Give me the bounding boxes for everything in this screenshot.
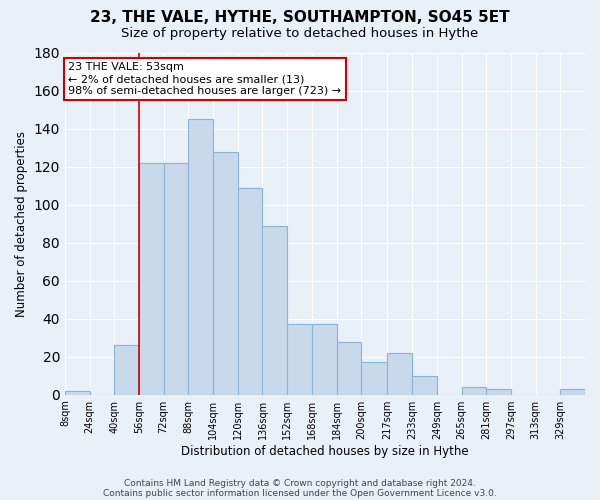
Bar [486, 389, 511, 394]
Text: Contains public sector information licensed under the Open Government Licence v3: Contains public sector information licen… [103, 488, 497, 498]
X-axis label: Distribution of detached houses by size in Hythe: Distribution of detached houses by size … [181, 444, 469, 458]
Bar [164, 163, 188, 394]
Bar [461, 387, 486, 394]
Bar [115, 346, 139, 395]
Y-axis label: Number of detached properties: Number of detached properties [15, 131, 28, 317]
Bar [560, 389, 585, 394]
Bar [262, 226, 287, 394]
Bar [65, 391, 89, 394]
Text: 23, THE VALE, HYTHE, SOUTHAMPTON, SO45 5ET: 23, THE VALE, HYTHE, SOUTHAMPTON, SO45 5… [90, 10, 510, 25]
Bar [412, 376, 437, 394]
Text: Contains HM Land Registry data © Crown copyright and database right 2024.: Contains HM Land Registry data © Crown c… [124, 478, 476, 488]
Bar [139, 163, 164, 394]
Bar [188, 120, 213, 394]
Text: Size of property relative to detached houses in Hythe: Size of property relative to detached ho… [121, 28, 479, 40]
Bar [238, 188, 262, 394]
Bar [213, 152, 238, 394]
Bar [312, 324, 337, 394]
Bar [287, 324, 312, 394]
Bar [337, 342, 361, 394]
Bar [388, 353, 412, 395]
Text: 23 THE VALE: 53sqm
← 2% of detached houses are smaller (13)
98% of semi-detached: 23 THE VALE: 53sqm ← 2% of detached hous… [68, 62, 341, 96]
Bar [361, 362, 388, 394]
